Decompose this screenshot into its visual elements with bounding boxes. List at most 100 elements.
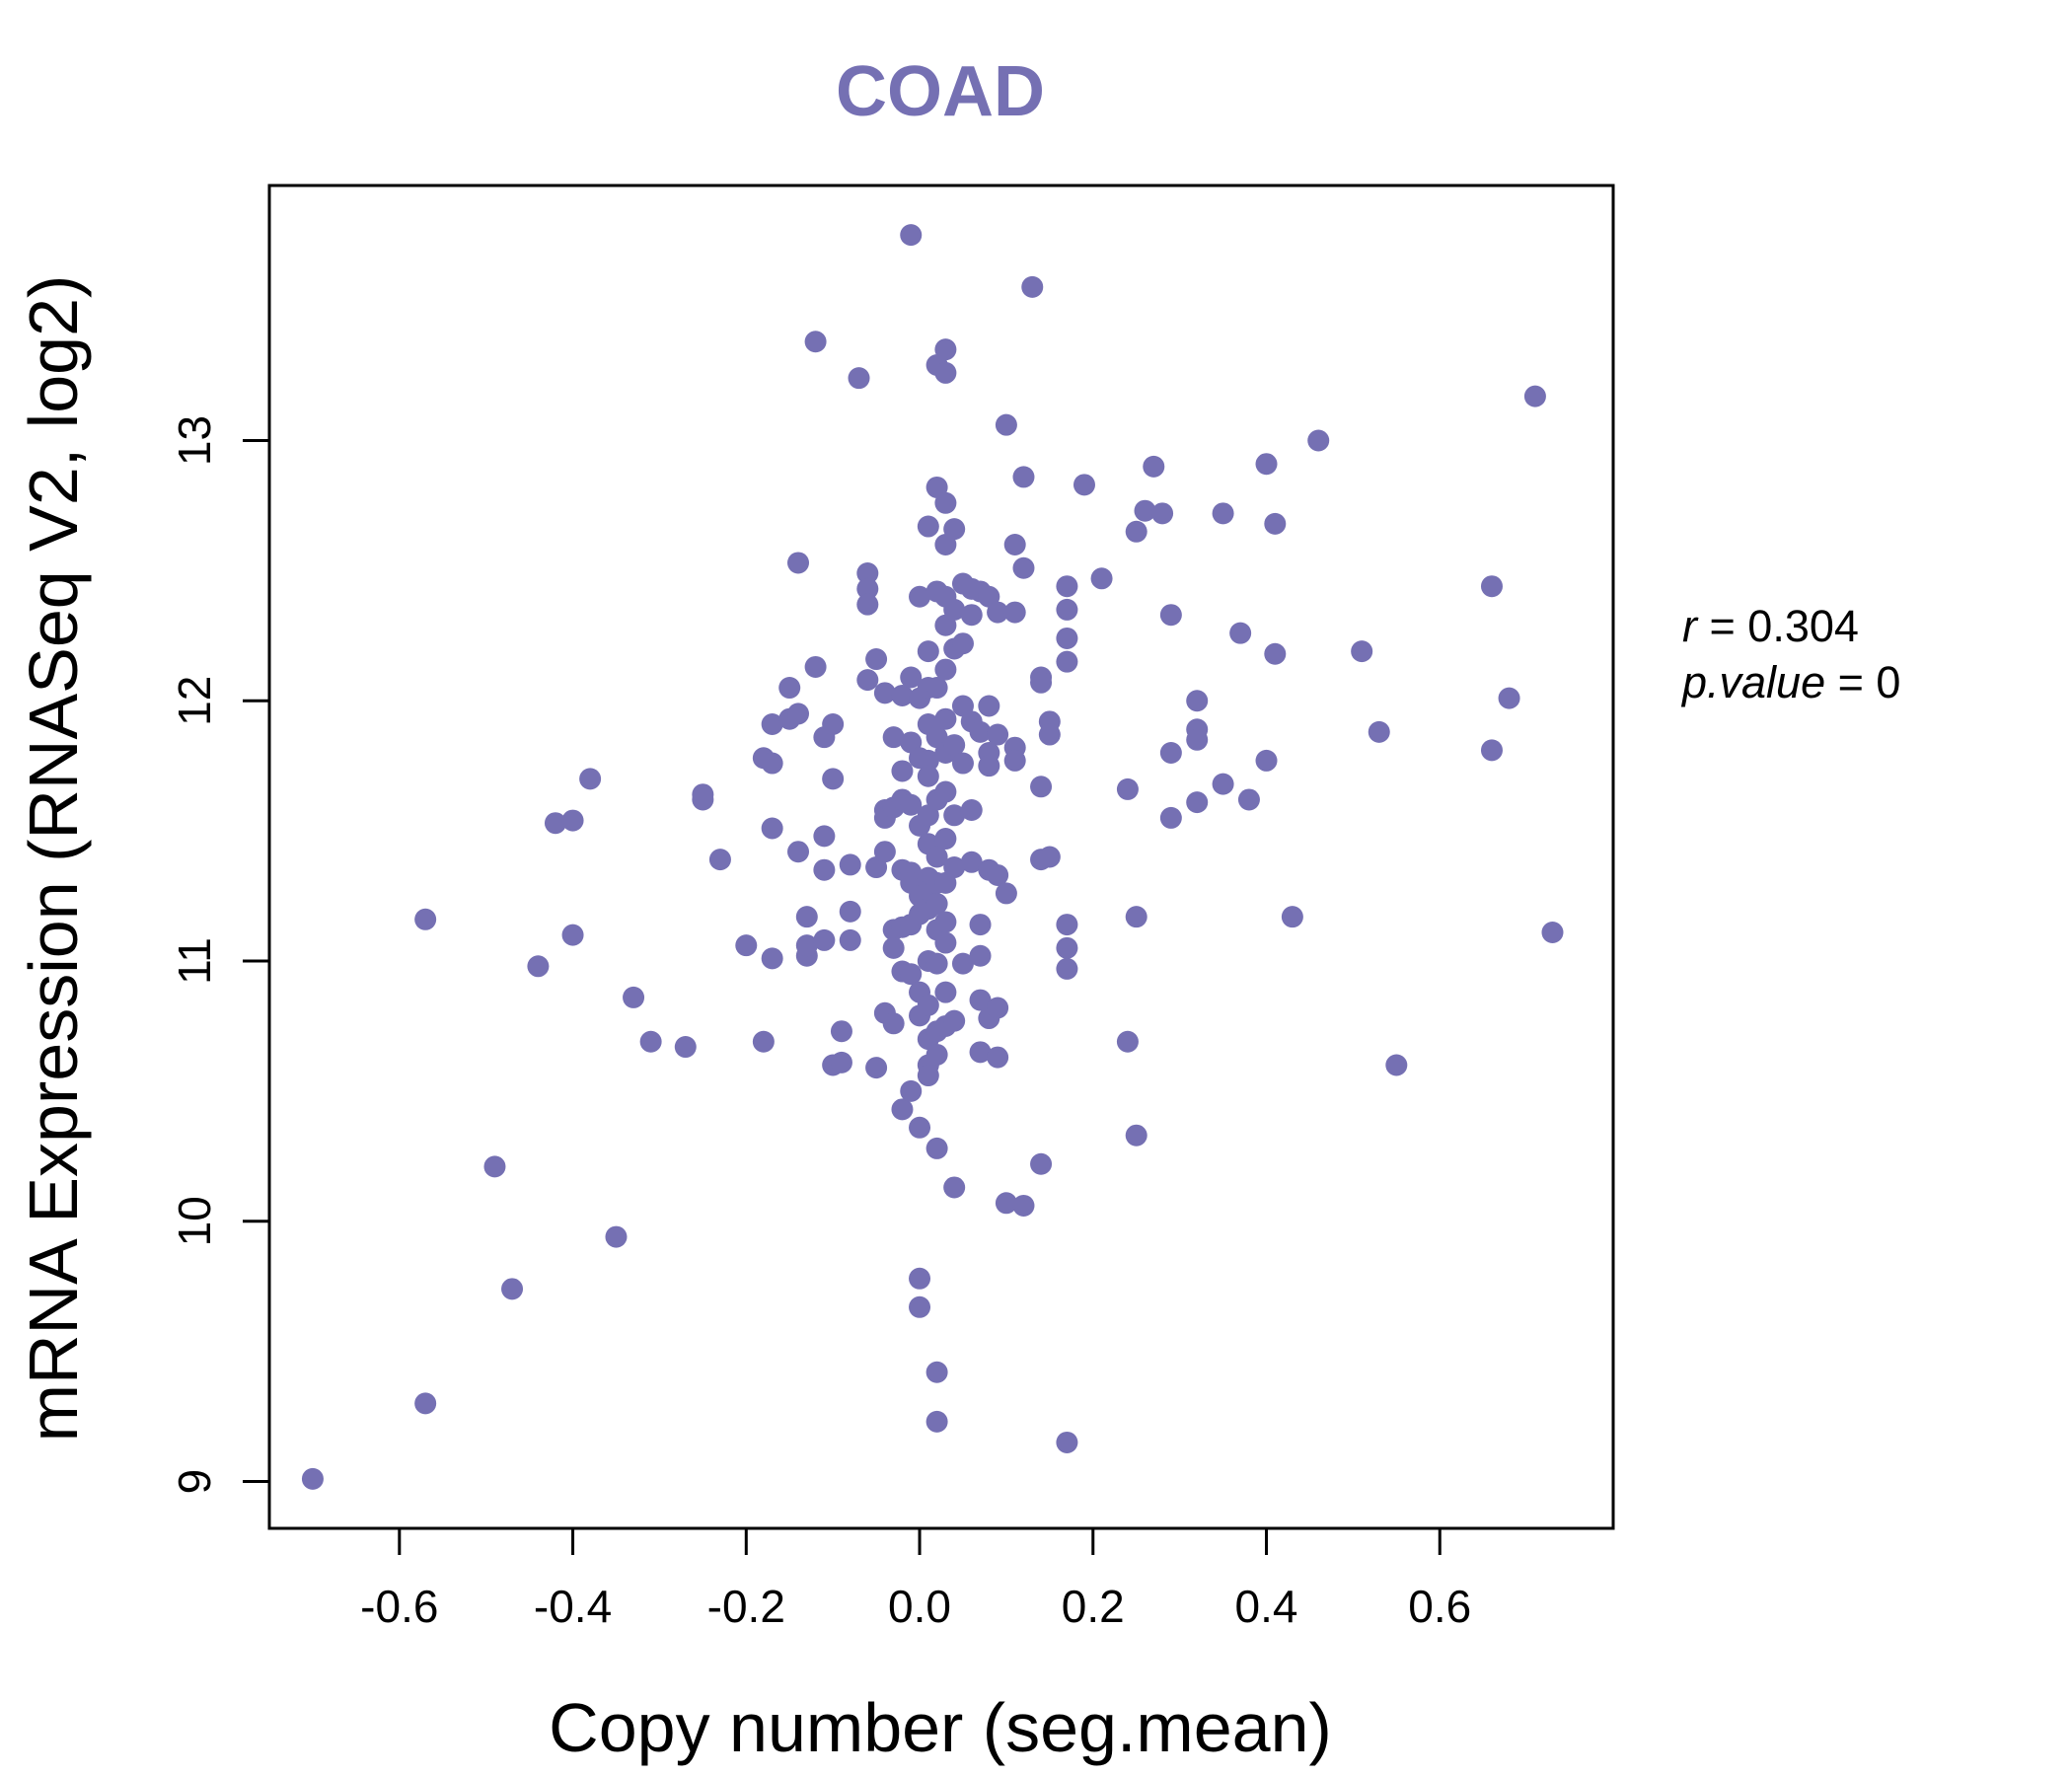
- data-point: [925, 952, 948, 975]
- data-point: [795, 906, 818, 928]
- data-point: [1212, 773, 1234, 795]
- data-point: [1368, 720, 1390, 743]
- data-point: [951, 752, 974, 775]
- data-point: [934, 911, 957, 933]
- data-point: [995, 1192, 1017, 1215]
- y-tick-label: 11: [169, 937, 220, 985]
- data-point: [761, 712, 783, 735]
- data-point: [934, 780, 957, 803]
- p-label: p.value: [1680, 657, 1825, 707]
- data-point: [909, 585, 931, 608]
- y-axis-label: mRNA Expression (RNASeq V2, log2): [15, 275, 92, 1443]
- data-point: [483, 1155, 506, 1178]
- data-point: [882, 726, 905, 749]
- data-point: [761, 947, 783, 970]
- data-point: [1012, 1194, 1035, 1217]
- data-point: [934, 707, 957, 730]
- data-point: [900, 793, 923, 816]
- data-point: [917, 994, 939, 1016]
- stats-annotation: r = 0.304 p.value = 0: [1680, 601, 1900, 707]
- svg-text:p.value = 0: p.value = 0: [1680, 657, 1900, 707]
- data-point: [909, 1295, 931, 1318]
- data-point: [301, 1467, 324, 1490]
- r-value: 0.304: [1747, 601, 1859, 651]
- data-point: [1012, 466, 1035, 488]
- data-point: [804, 655, 827, 678]
- data-point: [1056, 598, 1078, 621]
- data-point: [978, 695, 1000, 717]
- data-point: [1125, 1124, 1147, 1147]
- data-point: [1498, 687, 1520, 709]
- data-point: [987, 863, 1009, 886]
- data-point: [987, 723, 1009, 746]
- y-tick-label: 9: [169, 1469, 220, 1495]
- data-point: [882, 1012, 905, 1035]
- data-point: [1090, 567, 1113, 590]
- data-point: [561, 924, 584, 946]
- data-point: [891, 684, 914, 706]
- data-point: [804, 331, 827, 353]
- data-point: [830, 1051, 852, 1073]
- data-point: [1030, 776, 1053, 798]
- data-point: [943, 734, 966, 757]
- data-point: [1229, 622, 1252, 644]
- svg-text:r = 0.304: r = 0.304: [1682, 601, 1859, 651]
- data-point: [579, 768, 602, 790]
- data-point: [969, 989, 992, 1011]
- data-point: [1281, 906, 1303, 928]
- data-point: [708, 849, 731, 871]
- data-point: [925, 677, 948, 700]
- y-tick-label: 13: [169, 415, 220, 466]
- data-point: [1159, 604, 1182, 627]
- chart-title: COAD: [836, 52, 1045, 131]
- data-point: [934, 828, 957, 851]
- data-point: [839, 853, 861, 876]
- data-point: [639, 1030, 662, 1053]
- x-tick-label: 0.0: [888, 1581, 951, 1632]
- data-point: [925, 846, 948, 868]
- data-point: [787, 552, 810, 574]
- data-point: [1237, 788, 1260, 811]
- data-point: [839, 928, 861, 951]
- data-point: [995, 882, 1017, 905]
- data-point: [1523, 385, 1546, 407]
- data-point: [1186, 728, 1209, 751]
- x-tick-label: -0.2: [707, 1581, 785, 1632]
- data-point: [900, 666, 923, 689]
- data-point: [900, 963, 923, 986]
- data-point: [987, 1046, 1009, 1069]
- data-point: [1307, 429, 1330, 452]
- data-point: [1125, 906, 1147, 928]
- data-point: [943, 804, 966, 827]
- data-point: [1151, 502, 1174, 525]
- data-point: [1186, 690, 1209, 712]
- data-point: [623, 986, 645, 1008]
- x-tick-label: -0.6: [360, 1581, 438, 1632]
- data-point: [882, 936, 905, 959]
- data-point: [987, 601, 1009, 624]
- data-point: [1030, 671, 1053, 694]
- x-tick-label: -0.4: [534, 1581, 612, 1632]
- data-point: [856, 562, 879, 585]
- data-point: [856, 669, 879, 692]
- data-point: [1212, 502, 1234, 525]
- x-tick-label: 0.2: [1062, 1581, 1125, 1632]
- data-point: [778, 677, 801, 700]
- data-point: [943, 518, 966, 541]
- data-point: [934, 361, 957, 384]
- data-point: [761, 817, 783, 840]
- data-point: [891, 760, 914, 782]
- data-point: [909, 1267, 931, 1290]
- x-tick-label: 0.6: [1408, 1581, 1471, 1632]
- data-point: [414, 908, 437, 930]
- data-point: [969, 1041, 992, 1064]
- data-point: [1385, 1054, 1408, 1076]
- data-point: [917, 1065, 939, 1087]
- data-point: [987, 997, 1009, 1019]
- y-tick-label: 10: [169, 1196, 220, 1246]
- data-point: [1056, 914, 1078, 936]
- data-point: [544, 812, 566, 835]
- data-point: [969, 720, 992, 743]
- data-point: [1003, 749, 1026, 772]
